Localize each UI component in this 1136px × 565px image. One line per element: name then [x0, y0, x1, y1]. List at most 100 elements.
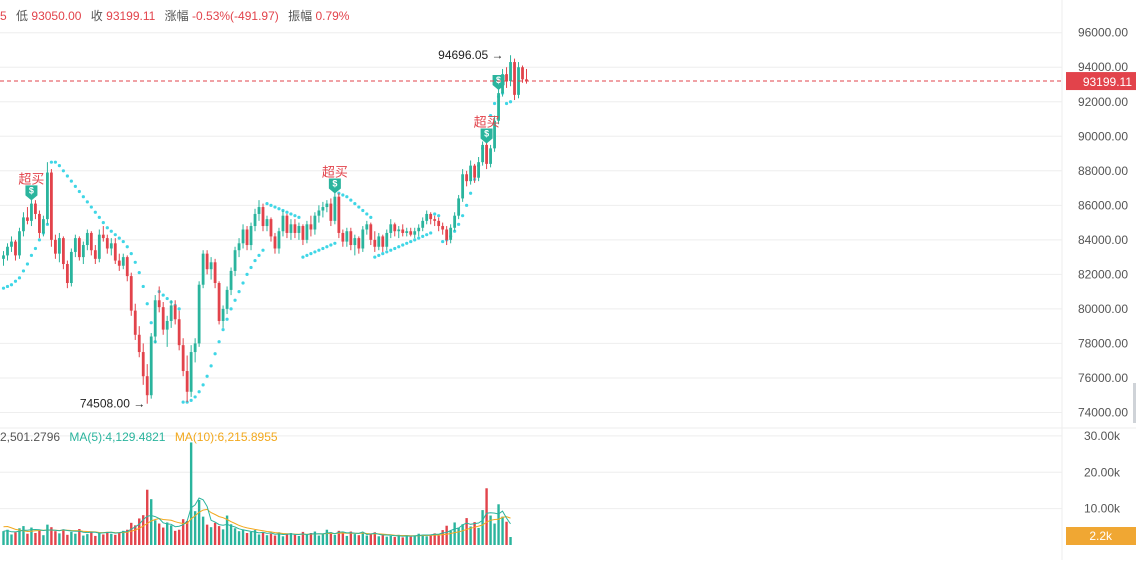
sar-dot	[17, 276, 22, 280]
candle-body	[329, 203, 333, 221]
volume-bar	[329, 532, 333, 545]
sar-dot	[177, 307, 181, 311]
candle	[337, 193, 341, 239]
buy-signal: $超买	[474, 114, 500, 144]
price-tick-label: 96000.00	[1078, 26, 1128, 40]
volume-bar	[126, 529, 129, 545]
candle	[149, 333, 153, 399]
candle-body	[401, 229, 405, 233]
candle-body	[205, 253, 209, 270]
volume-bar	[6, 529, 9, 545]
current-volume-label: 2.2k	[1089, 529, 1113, 543]
candle-body	[489, 148, 492, 164]
candle	[153, 295, 157, 344]
sar-dot	[93, 210, 97, 214]
candle	[473, 163, 477, 183]
volume-bar	[265, 535, 269, 545]
sar-dot	[149, 321, 153, 325]
candle-body	[153, 300, 157, 337]
candle-body	[433, 219, 437, 221]
candle	[505, 67, 508, 88]
candle	[321, 201, 325, 218]
candle	[81, 241, 85, 265]
candle-body	[461, 174, 465, 199]
sar-dot	[69, 179, 73, 183]
candle	[205, 250, 209, 275]
header-prefix: 5	[0, 9, 7, 23]
sar-dot	[265, 202, 269, 206]
signal-label: 超买	[18, 171, 44, 186]
sar-dot	[29, 253, 34, 257]
signal-label: 超买	[474, 114, 500, 129]
sar-dot	[245, 272, 249, 276]
candle-body	[509, 62, 512, 82]
candle-body	[453, 215, 457, 228]
volume-bar	[90, 531, 93, 545]
candle-body	[129, 276, 133, 311]
candle-body	[113, 243, 117, 261]
volume-bar	[465, 518, 468, 545]
sar-dot	[313, 250, 317, 254]
sar-dot	[205, 374, 209, 378]
volume-bar	[134, 525, 137, 545]
volume-value: 2,501.2796	[0, 430, 61, 444]
candle	[53, 234, 57, 259]
candle-body	[233, 250, 237, 271]
candle	[265, 215, 269, 232]
candle	[481, 141, 484, 166]
candle	[141, 343, 145, 385]
candle	[34, 200, 37, 220]
candle	[429, 212, 433, 225]
candle	[197, 281, 201, 347]
sar-dot	[393, 246, 397, 251]
candle	[185, 355, 189, 403]
sar-dot	[13, 279, 18, 283]
volume-bar	[241, 529, 245, 545]
ma10-legend: MA(10):6,215.8955	[174, 430, 278, 444]
volume-bar	[401, 537, 404, 545]
candle-body	[213, 262, 217, 284]
volume-bar	[429, 534, 432, 545]
sar-dot	[73, 184, 77, 188]
candle-body	[473, 165, 477, 178]
candle-body	[73, 238, 77, 252]
candle	[485, 141, 488, 170]
candle	[97, 229, 101, 263]
volume-bar	[357, 535, 361, 545]
ma5-legend: MA(5):4,129.4821	[69, 430, 166, 444]
sar-dot	[261, 248, 265, 252]
candle	[18, 227, 21, 259]
volume-bar	[369, 534, 372, 545]
volume-bar	[78, 529, 81, 545]
candle-body	[225, 289, 229, 309]
candle-body	[149, 336, 153, 396]
candle	[46, 162, 49, 225]
candle	[437, 217, 441, 232]
candle	[373, 231, 377, 252]
candle-body	[317, 210, 321, 216]
candle	[42, 215, 45, 237]
candle-body	[525, 79, 528, 82]
scroll-handle	[1133, 383, 1136, 423]
volume-bar	[138, 518, 141, 545]
sar-dot	[309, 252, 313, 256]
candle	[10, 236, 13, 252]
candle	[349, 227, 353, 251]
volume-bar	[409, 536, 412, 545]
candle-body	[425, 213, 429, 221]
candle-body	[357, 238, 361, 249]
price-tick-label: 76000.00	[1078, 371, 1128, 385]
volume-bar	[193, 511, 197, 545]
sar-dot	[277, 207, 281, 211]
candle	[461, 169, 465, 202]
candle-body	[449, 227, 453, 240]
sar-dot	[197, 390, 201, 394]
candle	[101, 226, 105, 242]
volume-bar	[118, 533, 121, 545]
volume-bar	[425, 536, 428, 545]
candle-body	[46, 172, 49, 220]
candle-body	[97, 234, 101, 259]
candle-body	[289, 224, 293, 233]
